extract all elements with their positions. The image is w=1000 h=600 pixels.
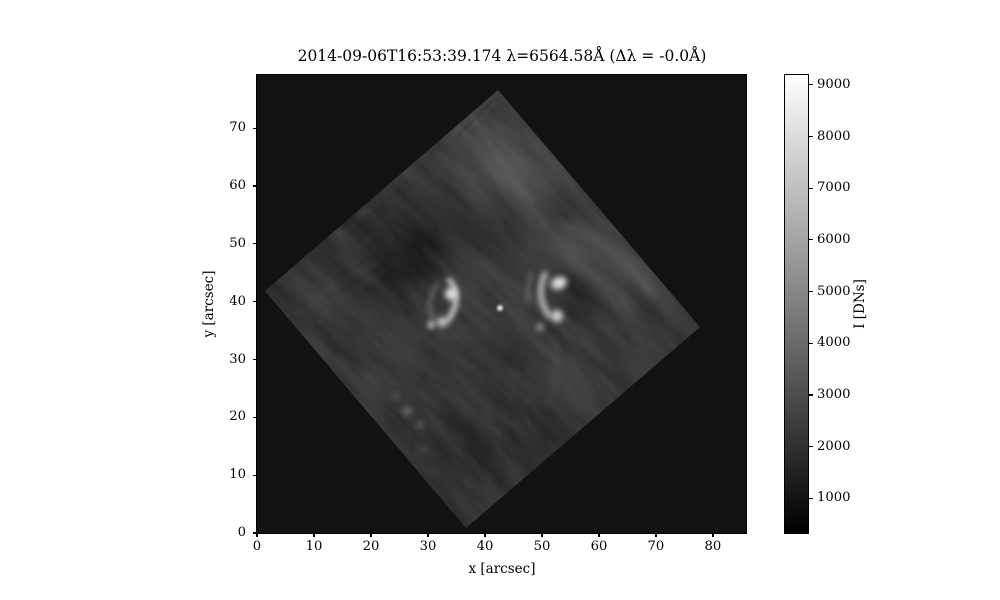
y-tick-label: 0 — [237, 525, 246, 540]
colorbar-tick-label: 1000 — [817, 490, 851, 506]
colorbar-tick-label: 7000 — [817, 180, 851, 196]
x-tick-label: 80 — [704, 539, 722, 554]
y-tick-label: 60 — [229, 178, 246, 194]
colorbar-tick-mark — [809, 135, 813, 138]
plot-area — [256, 74, 747, 534]
y-tick-label: 30 — [229, 351, 246, 367]
y-tick-mark — [253, 358, 257, 361]
x-tick-label: 40 — [476, 539, 494, 554]
solar-image-svg — [257, 75, 746, 533]
x-tick-label: 50 — [533, 539, 551, 554]
y-tick-label: 20 — [229, 409, 246, 425]
x-tick-mark — [256, 533, 258, 537]
y-tick-label: 70 — [229, 120, 246, 136]
x-tick-mark — [313, 533, 315, 537]
colorbar-tick-mark — [809, 239, 813, 241]
colorbar-tick-mark — [809, 84, 813, 86]
y-tick-mark — [253, 474, 257, 476]
colorbar-tick-label: 2000 — [817, 438, 851, 454]
x-axis-label: x [arcsec] — [468, 561, 536, 577]
colorbar-tick-mark — [809, 394, 813, 396]
x-tick-mark — [541, 533, 543, 537]
x-tick-label: 10 — [305, 539, 323, 554]
colorbar-tick-label: 6000 — [817, 231, 851, 247]
colorbar-tick-mark — [809, 446, 813, 448]
colorbar-tick-mark — [809, 187, 813, 189]
x-tick-mark — [598, 533, 600, 537]
y-tick-label: 10 — [229, 467, 246, 483]
y-tick-mark — [253, 301, 257, 303]
colorbar-tick-mark — [809, 497, 813, 499]
y-tick-label: 40 — [229, 293, 246, 309]
x-tick-label: 20 — [362, 539, 380, 554]
colorbar — [784, 74, 809, 534]
x-tick-mark — [655, 533, 657, 537]
colorbar-tick-label: 3000 — [817, 386, 851, 402]
colorbar-tick-label: 8000 — [817, 128, 851, 144]
y-tick-mark — [253, 416, 257, 418]
colorbar-tick-mark — [809, 342, 813, 344]
colorbar-tick-label: 4000 — [817, 335, 851, 351]
colorbar-tick-label: 5000 — [817, 283, 851, 299]
x-tick-mark — [712, 533, 714, 537]
colorbar-tick-label: 9000 — [817, 76, 851, 92]
x-tick-mark — [370, 533, 372, 537]
y-tick-mark — [253, 185, 257, 187]
colorbar-tick-mark — [809, 290, 813, 293]
y-axis-label: y [arcsec] — [201, 270, 217, 338]
plot-title: 2014-09-06T16:53:39.174 λ=6564.58Å (Δλ =… — [297, 47, 707, 65]
y-tick-label: 50 — [229, 235, 246, 251]
x-tick-label: 70 — [647, 539, 665, 554]
image-texture — [265, 90, 700, 528]
x-tick-mark — [427, 533, 429, 537]
x-tick-label: 60 — [590, 539, 608, 554]
x-tick-mark — [484, 533, 486, 537]
y-tick-mark — [253, 127, 257, 129]
x-tick-label: 0 — [252, 539, 262, 554]
x-tick-label: 30 — [419, 539, 437, 554]
y-tick-mark — [253, 532, 257, 534]
y-tick-mark — [253, 243, 257, 245]
colorbar-label: I [DNs] — [852, 279, 868, 329]
